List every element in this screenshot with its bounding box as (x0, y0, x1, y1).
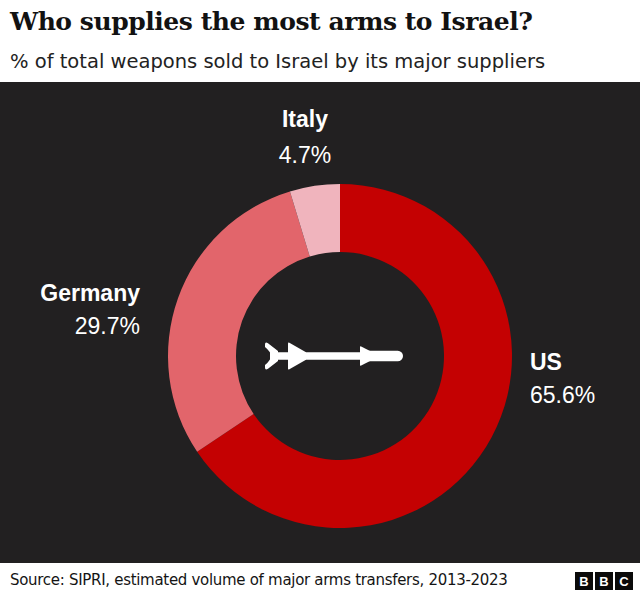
slice-value: 65.6% (530, 380, 640, 411)
slice-name: US (530, 347, 640, 378)
source-text: Source: SIPRI, estimated volume of major… (10, 571, 508, 589)
slice-value: 4.7% (240, 140, 370, 171)
page-title: Who supplies the most arms to Israel? (10, 7, 532, 36)
page-subtitle: % of total weapons sold to Israel by its… (10, 50, 545, 73)
slice-label-us: US 65.6% (530, 347, 640, 411)
slice-name: Germany (10, 278, 140, 309)
bbc-logo-letter: B (595, 572, 613, 590)
header: Who supplies the most arms to Israel? % … (0, 0, 640, 82)
slice-name: Italy (240, 104, 370, 135)
slice-label-italy: Italy 4.7% (240, 104, 370, 171)
missile-icon (263, 342, 403, 370)
slice-value: 29.7% (10, 311, 140, 342)
donut-slice-germany (168, 191, 310, 451)
donut-chart: Italy 4.7% Germany 29.7% US 65.6% (0, 82, 640, 563)
footer: Source: SIPRI, estimated volume of major… (0, 563, 640, 595)
bbc-logo-letter: B (575, 572, 593, 590)
slice-label-germany: Germany 29.7% (10, 278, 140, 342)
bbc-logo-letter: C (615, 572, 633, 590)
bbc-logo: B B C (575, 572, 633, 590)
